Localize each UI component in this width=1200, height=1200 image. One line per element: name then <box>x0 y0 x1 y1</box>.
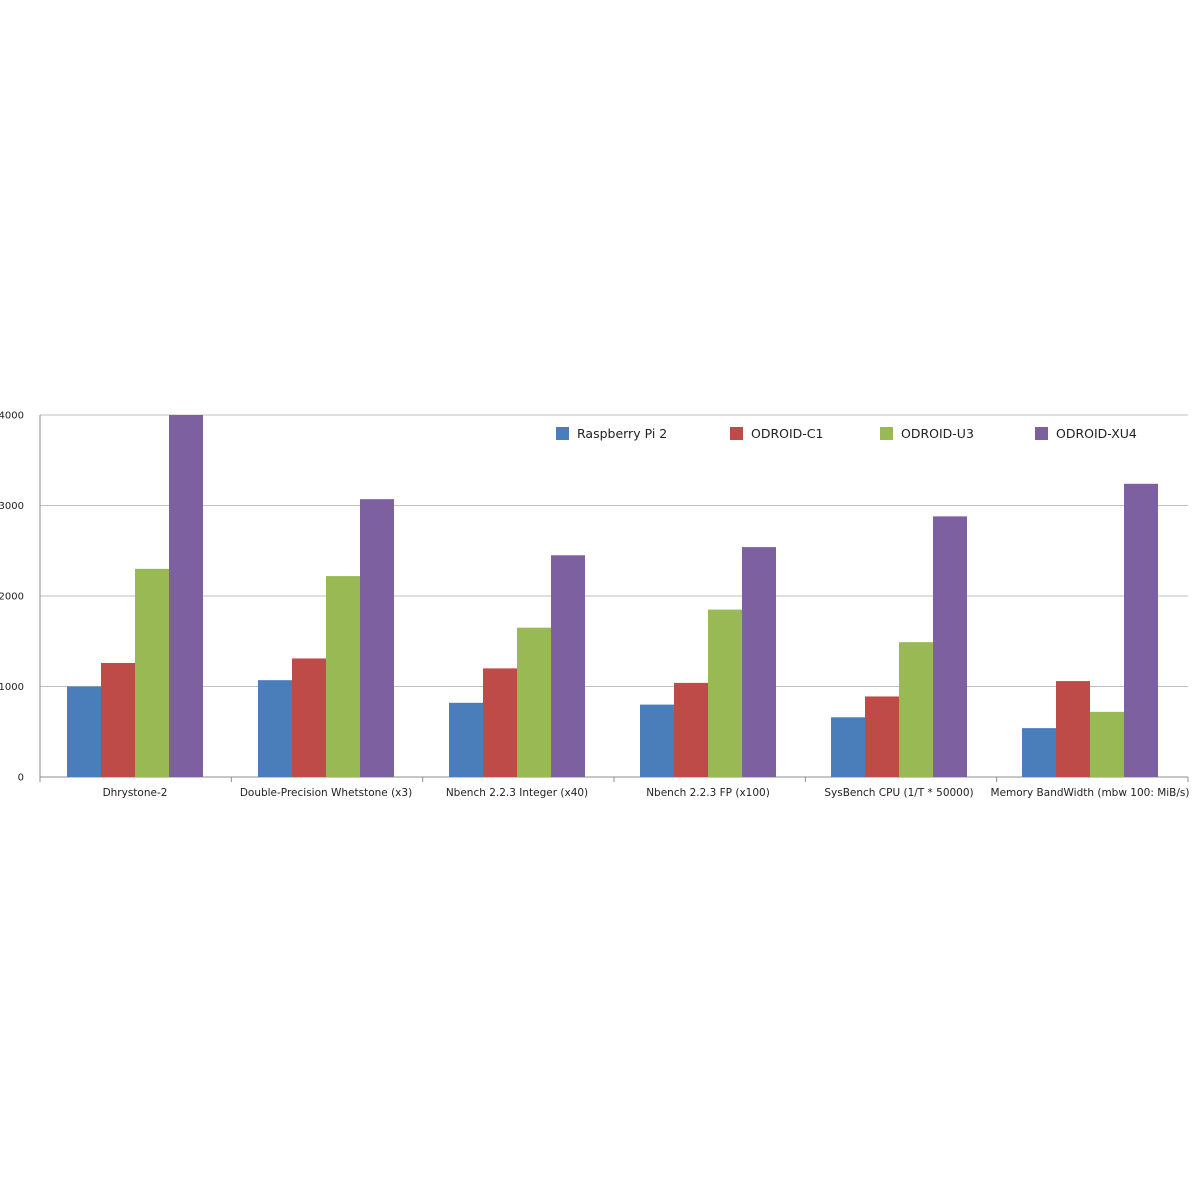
axis-labels: 0 1000 2000 3000 4000 Dhrystone-2 Double-Preci… <box>0 411 1189 800</box>
bar <box>292 658 326 777</box>
bar <box>135 568 169 777</box>
legend-swatch <box>1035 427 1048 440</box>
y-tick-label: 2000 <box>0 592 24 603</box>
bar <box>640 704 674 777</box>
x-tick-label: Nbench 2.2.3 Integer (x40) <box>446 787 588 799</box>
x-tick-label: Dhrystone-2 <box>103 787 168 799</box>
x-tick-label: Nbench 2.2.3 FP (x100) <box>646 787 770 799</box>
x-tick-label: Memory BandWidth (mbw 100: MiB/s) <box>991 787 1190 799</box>
bar <box>551 555 585 777</box>
bar <box>933 516 967 777</box>
bar <box>101 662 135 777</box>
y-tick-label: 3000 <box>0 501 24 512</box>
bar <box>1090 711 1124 777</box>
legend-swatch <box>730 427 743 440</box>
bar <box>169 415 203 777</box>
bar <box>326 576 360 777</box>
bar <box>865 696 899 777</box>
legend-label: ODROID-U3 <box>901 426 974 441</box>
bar <box>742 547 776 777</box>
legend-label: Raspberry Pi 2 <box>577 426 667 441</box>
bar <box>360 499 394 777</box>
bar <box>1022 728 1056 777</box>
bar <box>258 680 292 777</box>
bar <box>67 686 101 777</box>
legend-swatch <box>556 427 569 440</box>
x-tick-label: SysBench CPU (1/T * 50000) <box>824 787 973 799</box>
bar <box>899 642 933 777</box>
axes <box>39 415 1189 782</box>
bar <box>483 668 517 777</box>
bar <box>517 627 551 777</box>
bar <box>674 682 708 777</box>
legend-label: ODROID-XU4 <box>1056 426 1137 441</box>
bar <box>708 609 742 777</box>
legend: Raspberry Pi 2 ODROID-C1 ODROID-U3 ODROID-X… <box>556 426 1137 441</box>
bar <box>449 702 483 777</box>
y-tick-label: 1000 <box>0 682 24 693</box>
bars <box>67 415 1158 777</box>
gridlines <box>40 414 1188 687</box>
y-tick-label: 4000 <box>0 411 24 422</box>
legend-label: ODROID-C1 <box>751 426 824 441</box>
bar <box>831 717 865 777</box>
bar <box>1124 483 1158 777</box>
bar <box>1056 681 1090 777</box>
y-tick-label: 0 <box>18 773 24 784</box>
legend-swatch <box>880 427 893 440</box>
x-tick-label: Double-Precision Whetstone (x3) <box>240 787 412 799</box>
